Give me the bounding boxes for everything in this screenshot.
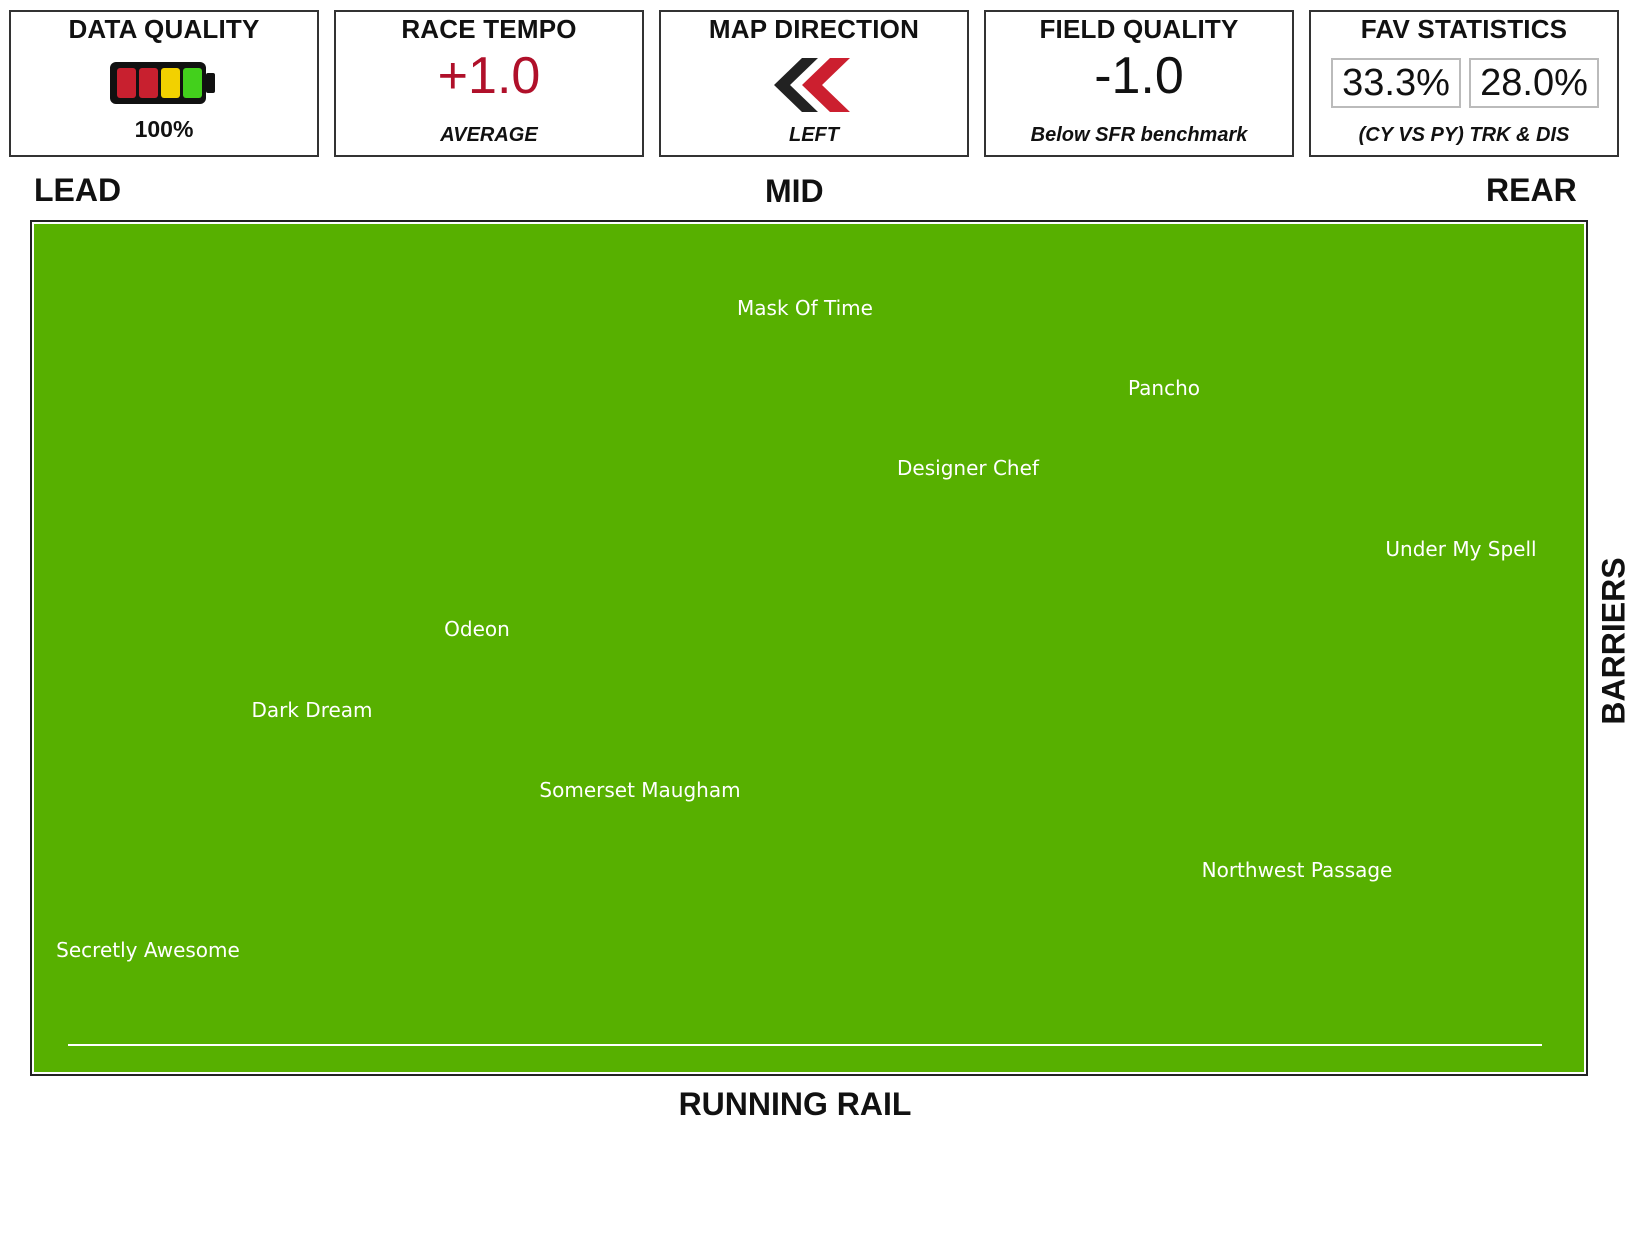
field-quality-value: -1.0: [1094, 47, 1184, 105]
track-surface: Mask Of Time Pancho Designer Chef Under …: [34, 224, 1584, 1072]
fav-statistics-title: FAV STATISTICS: [1360, 14, 1568, 44]
fav-current-year-value: 33.3%: [1331, 58, 1461, 108]
running-rail-line: [68, 1044, 1542, 1046]
battery-icon: [110, 62, 215, 104]
data-quality-card: DATA QUALITY 100%: [9, 10, 319, 157]
map-direction-card: MAP DIRECTION LEFT: [659, 10, 969, 157]
double-chevron-left-icon: [774, 58, 850, 112]
race-tempo-title: RACE TEMPO: [401, 14, 577, 44]
speed-map: Mask Of Time Pancho Designer Chef Under …: [30, 220, 1588, 1076]
race-tempo-card: RACE TEMPO +1.0 AVERAGE: [334, 10, 644, 157]
fav-statistics-card: FAV STATISTICS 33.3% 28.0% (CY VS PY) TR…: [1309, 10, 1619, 157]
runner-label: Pancho: [1127, 376, 1201, 400]
runner-label: Odeon: [444, 617, 510, 641]
barriers-label: BARRIERS: [1595, 557, 1632, 725]
running-rail-label: RUNNING RAIL: [678, 1086, 912, 1122]
runner-label: Designer Chef: [897, 456, 1039, 480]
runner-label: Under My Spell: [1385, 537, 1537, 561]
map-direction-title: MAP DIRECTION: [708, 14, 920, 44]
rear-label: REAR: [1486, 172, 1577, 208]
data-quality-value: 100%: [134, 116, 194, 142]
race-tempo-value: +1.0: [437, 47, 541, 105]
lead-label: LEAD: [34, 172, 122, 208]
runner-label: Somerset Maugham: [539, 778, 741, 802]
field-quality-card: FIELD QUALITY -1.0 Below SFR benchmark: [984, 10, 1294, 157]
runner-label: Mask Of Time: [737, 296, 873, 320]
field-quality-subtitle: Below SFR benchmark: [1030, 124, 1248, 146]
fav-statistics-subtitle: (CY VS PY) TRK & DIS: [1358, 124, 1570, 146]
fav-previous-year-value: 28.0%: [1469, 58, 1599, 108]
runner-label: Dark Dream: [251, 698, 373, 722]
data-quality-title: DATA QUALITY: [68, 14, 260, 44]
field-quality-title: FIELD QUALITY: [1039, 14, 1239, 44]
runner-label: Secretly Awesome: [56, 938, 240, 962]
map-direction-subtitle: LEFT: [789, 124, 839, 146]
mid-label: MID: [765, 173, 824, 209]
race-tempo-subtitle: AVERAGE: [440, 124, 538, 146]
runner-label: Northwest Passage: [1201, 858, 1393, 882]
